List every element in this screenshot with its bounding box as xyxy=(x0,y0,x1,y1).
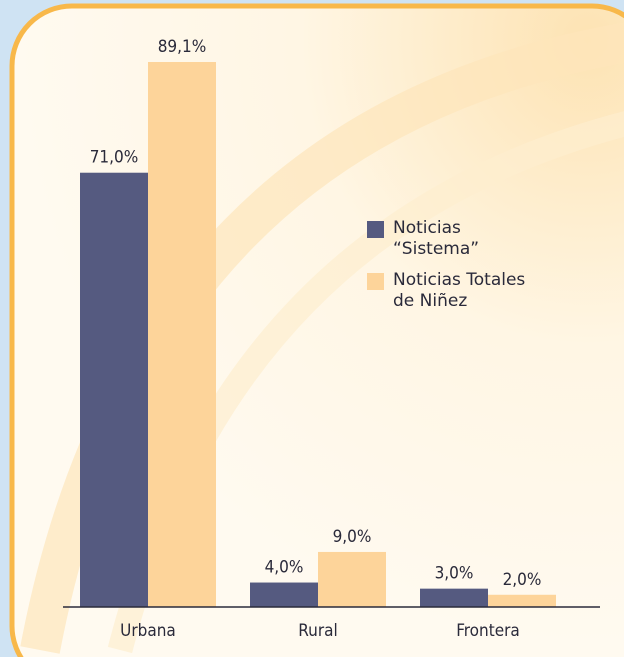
bar xyxy=(488,595,556,607)
bar xyxy=(250,583,318,607)
legend-label: Noticias Totales de Niñez xyxy=(393,270,533,312)
legend-swatch xyxy=(367,221,384,238)
data-label: 2,0% xyxy=(503,570,542,590)
data-label: 9,0% xyxy=(333,527,372,547)
data-label: 4,0% xyxy=(265,558,304,578)
legend-item: Noticias Totales de Niñez xyxy=(367,270,537,312)
chart: Urbana 71,0% 89,1% Rural 4,0% 9,0% Frontera 3,0… xyxy=(0,0,624,657)
legend-label: Noticias “Sistema” xyxy=(393,218,533,260)
x-tick-label: Urbana xyxy=(120,621,176,641)
bar xyxy=(148,62,216,607)
bar xyxy=(420,589,488,607)
x-tick-label: Frontera xyxy=(456,621,520,641)
data-label: 71,0% xyxy=(90,148,139,168)
screenshot: Urbana 71,0% 89,1% Rural 4,0% 9,0% Frontera 3,0… xyxy=(0,0,624,657)
bar xyxy=(318,552,386,607)
x-tick-label: Rural xyxy=(298,621,337,641)
legend-item: Noticias “Sistema” xyxy=(367,218,537,260)
data-label: 89,1% xyxy=(158,37,207,57)
legend-swatch xyxy=(367,273,384,290)
data-label: 3,0% xyxy=(435,564,474,584)
bar xyxy=(80,173,148,607)
legend: Noticias “Sistema” Noticias Totales de Ni… xyxy=(367,218,537,322)
